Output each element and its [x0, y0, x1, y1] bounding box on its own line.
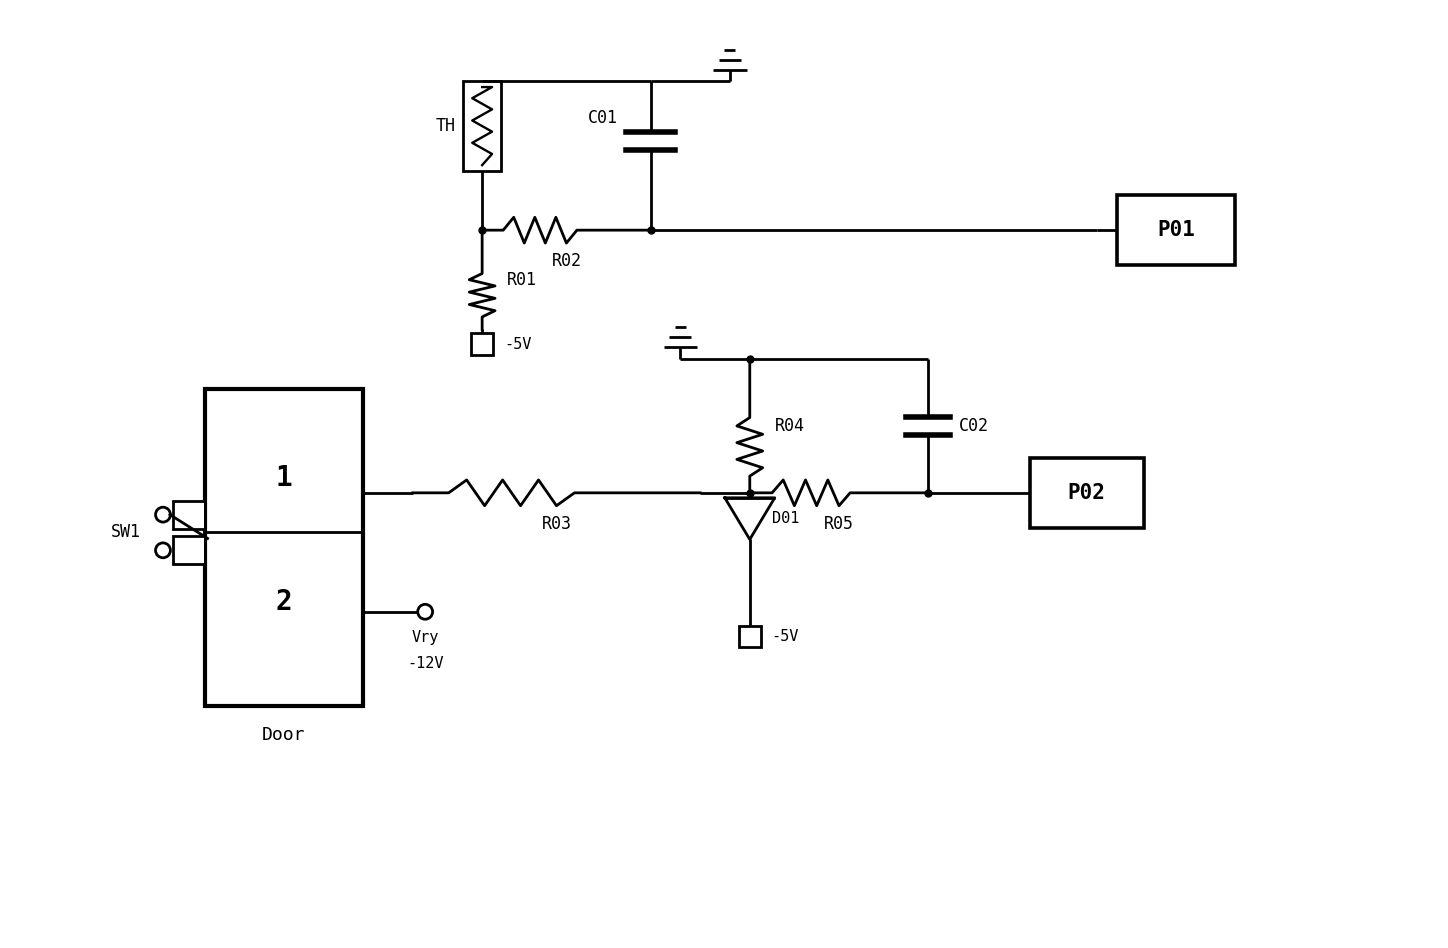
Text: -12V: -12V [407, 656, 443, 671]
Bar [1116, 195, 1235, 264]
Bar [738, 626, 760, 647]
Text: -5V: -5V [504, 337, 531, 352]
Bar [1030, 458, 1144, 527]
Bar [172, 501, 204, 529]
Text: 1: 1 [275, 464, 292, 492]
Text: SW1: SW1 [111, 523, 140, 541]
Text: C02: C02 [959, 417, 989, 435]
Text: Door: Door [262, 726, 306, 744]
Bar [463, 82, 501, 171]
Text: R01: R01 [507, 271, 537, 289]
Text: 2: 2 [275, 588, 292, 616]
Text: TH: TH [436, 118, 455, 135]
Text: Vry: Vry [411, 629, 439, 645]
Text: D01: D01 [772, 511, 799, 526]
Text: R05: R05 [824, 515, 854, 533]
Text: R03: R03 [542, 515, 572, 533]
Text: P01: P01 [1157, 220, 1195, 240]
Text: P02: P02 [1067, 483, 1106, 502]
Bar [471, 334, 494, 356]
Text: R02: R02 [552, 252, 582, 270]
Text: -5V: -5V [772, 629, 799, 644]
Bar [172, 537, 204, 564]
Text: C01: C01 [588, 109, 618, 127]
Text: R04: R04 [775, 417, 805, 435]
Bar [204, 389, 363, 706]
